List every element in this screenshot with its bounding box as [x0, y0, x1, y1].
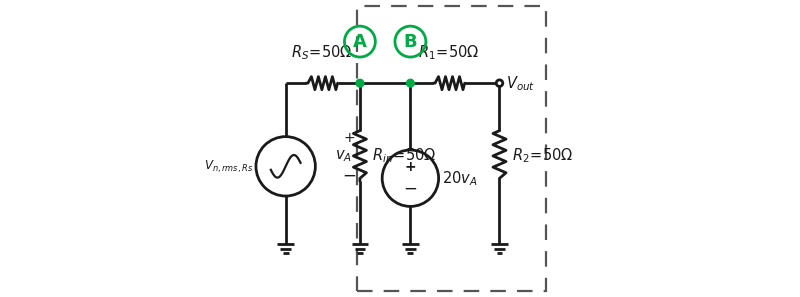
Circle shape [496, 80, 502, 86]
Bar [357, 6, 546, 291]
Text: $V_{n,rms,Rs}$: $V_{n,rms,Rs}$ [204, 158, 253, 175]
Text: $R_S\!=\!50\Omega$: $R_S\!=\!50\Omega$ [291, 44, 353, 62]
Text: $R_{in}\!=\!50\Omega$: $R_{in}\!=\!50\Omega$ [372, 147, 437, 165]
Text: +: + [344, 131, 355, 145]
Text: $R_2\!=\!50\Omega$: $R_2\!=\!50\Omega$ [512, 147, 574, 165]
Circle shape [356, 79, 364, 87]
Text: −: − [342, 166, 357, 184]
Text: −: − [403, 180, 418, 198]
Text: $v_A$: $v_A$ [334, 148, 351, 164]
Text: A: A [353, 33, 367, 50]
Text: $V_{out}$: $V_{out}$ [506, 74, 535, 92]
Text: $R_1\!=\!50\Omega$: $R_1\!=\!50\Omega$ [418, 44, 480, 62]
Text: +: + [405, 160, 416, 174]
Text: $20v_A$: $20v_A$ [442, 169, 477, 187]
Circle shape [406, 79, 414, 87]
Text: B: B [403, 33, 418, 50]
